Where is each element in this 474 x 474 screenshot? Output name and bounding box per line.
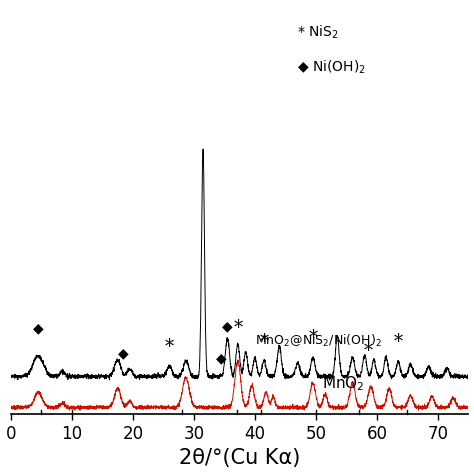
Text: *: *	[165, 337, 174, 356]
Text: MnO$_2$@NiS$_2$/Ni(OH)$_2$: MnO$_2$@NiS$_2$/Ni(OH)$_2$	[255, 333, 382, 349]
Text: ◆ Ni(OH)$_2$: ◆ Ni(OH)$_2$	[297, 59, 365, 76]
Text: *: *	[308, 328, 318, 346]
Text: ◆: ◆	[33, 321, 44, 336]
Text: *: *	[233, 319, 242, 337]
X-axis label: 2θ/°(Cu Kα): 2θ/°(Cu Kα)	[179, 448, 301, 468]
Text: *: *	[259, 333, 269, 351]
Text: MnO$_2$: MnO$_2$	[322, 375, 365, 393]
Text: *: *	[394, 333, 403, 351]
Text: * NiS$_2$: * NiS$_2$	[297, 24, 338, 41]
Text: ◆: ◆	[216, 352, 227, 366]
Text: ◆: ◆	[118, 346, 129, 360]
Text: *: *	[363, 342, 372, 360]
Text: ◆: ◆	[222, 319, 233, 333]
